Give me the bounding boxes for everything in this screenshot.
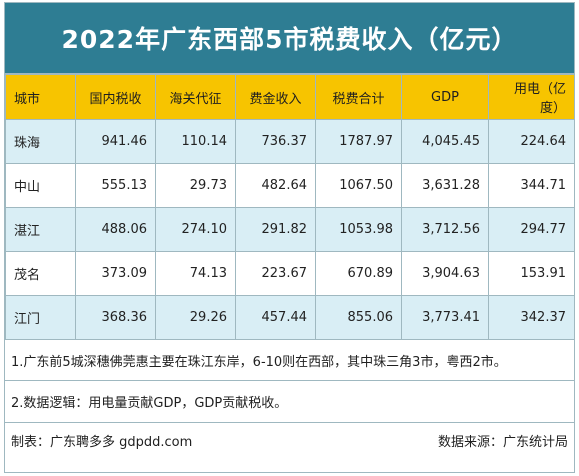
cell-electricity: 342.37 [488, 295, 575, 340]
cell-customs: 29.73 [155, 163, 236, 208]
cell-domestic-tax: 368.36 [75, 295, 156, 340]
cell-electricity: 153.91 [488, 251, 575, 296]
cell-gdp: 3,712.56 [401, 207, 489, 252]
header-electricity: 用电（亿度） [488, 74, 575, 120]
footer-maker: 制表：广东聘多多 gdpdd.com [11, 434, 193, 450]
cell-gdp: 3,631.28 [401, 163, 489, 208]
cell-customs: 110.14 [155, 119, 236, 164]
footer-source: 数据来源：广东统计局 [437, 434, 568, 450]
table-header-row: 城市 国内税收 海关代征 费金收入 税费合计 GDP 用电（亿度） [5, 74, 575, 120]
table-card: 2022年广东西部5市税费收入（亿元） 城市 国内税收 海关代征 费金收入 税费… [4, 2, 575, 473]
cell-gdp: 4,045.45 [401, 119, 489, 164]
cell-city: 珠海 [5, 119, 76, 164]
cell-gdp: 3,773.41 [401, 295, 489, 340]
table-row: 湛江 488.06 274.10 291.82 1053.98 3,712.56… [5, 207, 575, 252]
cell-fee-income: 482.64 [235, 163, 316, 208]
footer: 制表：广东聘多多 gdpdd.com 数据来源：广东统计局 [5, 423, 574, 457]
header-customs: 海关代征 [155, 74, 236, 120]
table-row: 江门 368.36 29.26 457.44 855.06 3,773.41 3… [5, 295, 575, 340]
cell-fee-income: 291.82 [235, 207, 316, 252]
cell-fee-income: 457.44 [235, 295, 316, 340]
header-fee-income: 费金收入 [235, 74, 316, 120]
tax-table: 城市 国内税收 海关代征 费金收入 税费合计 GDP 用电（亿度） 珠海 941… [5, 74, 575, 340]
header-city: 城市 [5, 74, 76, 120]
cell-city: 中山 [5, 163, 76, 208]
table-row: 茂名 373.09 74.13 223.67 670.89 3,904.63 1… [5, 251, 575, 296]
page-title: 2022年广东西部5市税费收入（亿元） [5, 3, 574, 74]
cell-domestic-tax: 373.09 [75, 251, 156, 296]
cell-domestic-tax: 488.06 [75, 207, 156, 252]
note-1: 1.广东前5城深穗佛莞惠主要在珠江东岸，6-10则在西部，其中珠三角3市，粤西2… [5, 340, 574, 381]
cell-total: 855.06 [315, 295, 402, 340]
cell-city: 茂名 [5, 251, 76, 296]
cell-city: 湛江 [5, 207, 76, 252]
table-row: 中山 555.13 29.73 482.64 1067.50 3,631.28 … [5, 163, 575, 208]
cell-electricity: 224.64 [488, 119, 575, 164]
cell-customs: 29.26 [155, 295, 236, 340]
cell-gdp: 3,904.63 [401, 251, 489, 296]
note-2: 2.数据逻辑：用电量贡献GDP，GDP贡献税收。 [5, 381, 574, 423]
cell-electricity: 294.77 [488, 207, 575, 252]
cell-fee-income: 736.37 [235, 119, 316, 164]
cell-total: 1053.98 [315, 207, 402, 252]
cell-city: 江门 [5, 295, 76, 340]
cell-domestic-tax: 941.46 [75, 119, 156, 164]
cell-total: 1787.97 [315, 119, 402, 164]
cell-customs: 74.13 [155, 251, 236, 296]
header-total: 税费合计 [315, 74, 402, 120]
header-gdp: GDP [401, 74, 489, 120]
table-row: 珠海 941.46 110.14 736.37 1787.97 4,045.45… [5, 119, 575, 164]
cell-domestic-tax: 555.13 [75, 163, 156, 208]
cell-total: 1067.50 [315, 163, 402, 208]
cell-electricity: 344.71 [488, 163, 575, 208]
cell-total: 670.89 [315, 251, 402, 296]
header-domestic-tax: 国内税收 [75, 74, 156, 120]
cell-customs: 274.10 [155, 207, 236, 252]
cell-fee-income: 223.67 [235, 251, 316, 296]
